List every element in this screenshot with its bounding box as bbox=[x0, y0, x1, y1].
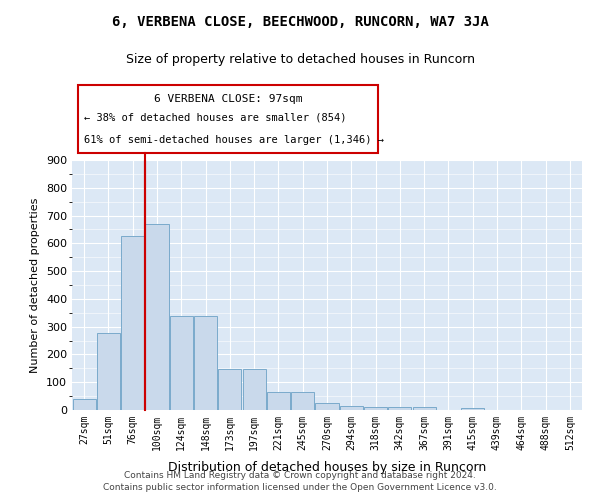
Bar bbox=[170, 316, 193, 410]
Text: 6, VERBENA CLOSE, BEECHWOOD, RUNCORN, WA7 3JA: 6, VERBENA CLOSE, BEECHWOOD, RUNCORN, WA… bbox=[112, 15, 488, 29]
Bar bbox=[388, 407, 412, 410]
Y-axis label: Number of detached properties: Number of detached properties bbox=[31, 198, 40, 372]
Bar bbox=[145, 224, 169, 410]
Text: ← 38% of detached houses are smaller (854): ← 38% of detached houses are smaller (85… bbox=[84, 112, 347, 122]
Bar bbox=[218, 369, 241, 410]
Bar bbox=[340, 406, 363, 410]
Text: Size of property relative to detached houses in Runcorn: Size of property relative to detached ho… bbox=[125, 52, 475, 66]
Text: 6 VERBENA CLOSE: 97sqm: 6 VERBENA CLOSE: 97sqm bbox=[154, 94, 302, 104]
Text: Contains public sector information licensed under the Open Government Licence v3: Contains public sector information licen… bbox=[103, 484, 497, 492]
Bar bbox=[73, 399, 95, 410]
Bar bbox=[461, 408, 484, 410]
Text: 61% of semi-detached houses are larger (1,346) →: 61% of semi-detached houses are larger (… bbox=[84, 136, 384, 145]
Bar bbox=[413, 407, 436, 410]
X-axis label: Distribution of detached houses by size in Runcorn: Distribution of detached houses by size … bbox=[168, 461, 486, 474]
Bar bbox=[194, 316, 217, 410]
Text: Contains HM Land Registry data © Crown copyright and database right 2024.: Contains HM Land Registry data © Crown c… bbox=[124, 471, 476, 480]
Bar bbox=[242, 369, 266, 410]
Bar bbox=[316, 402, 338, 410]
Bar bbox=[97, 333, 120, 410]
Bar bbox=[291, 392, 314, 410]
Bar bbox=[364, 406, 387, 410]
Bar bbox=[121, 236, 144, 410]
Bar bbox=[267, 392, 290, 410]
